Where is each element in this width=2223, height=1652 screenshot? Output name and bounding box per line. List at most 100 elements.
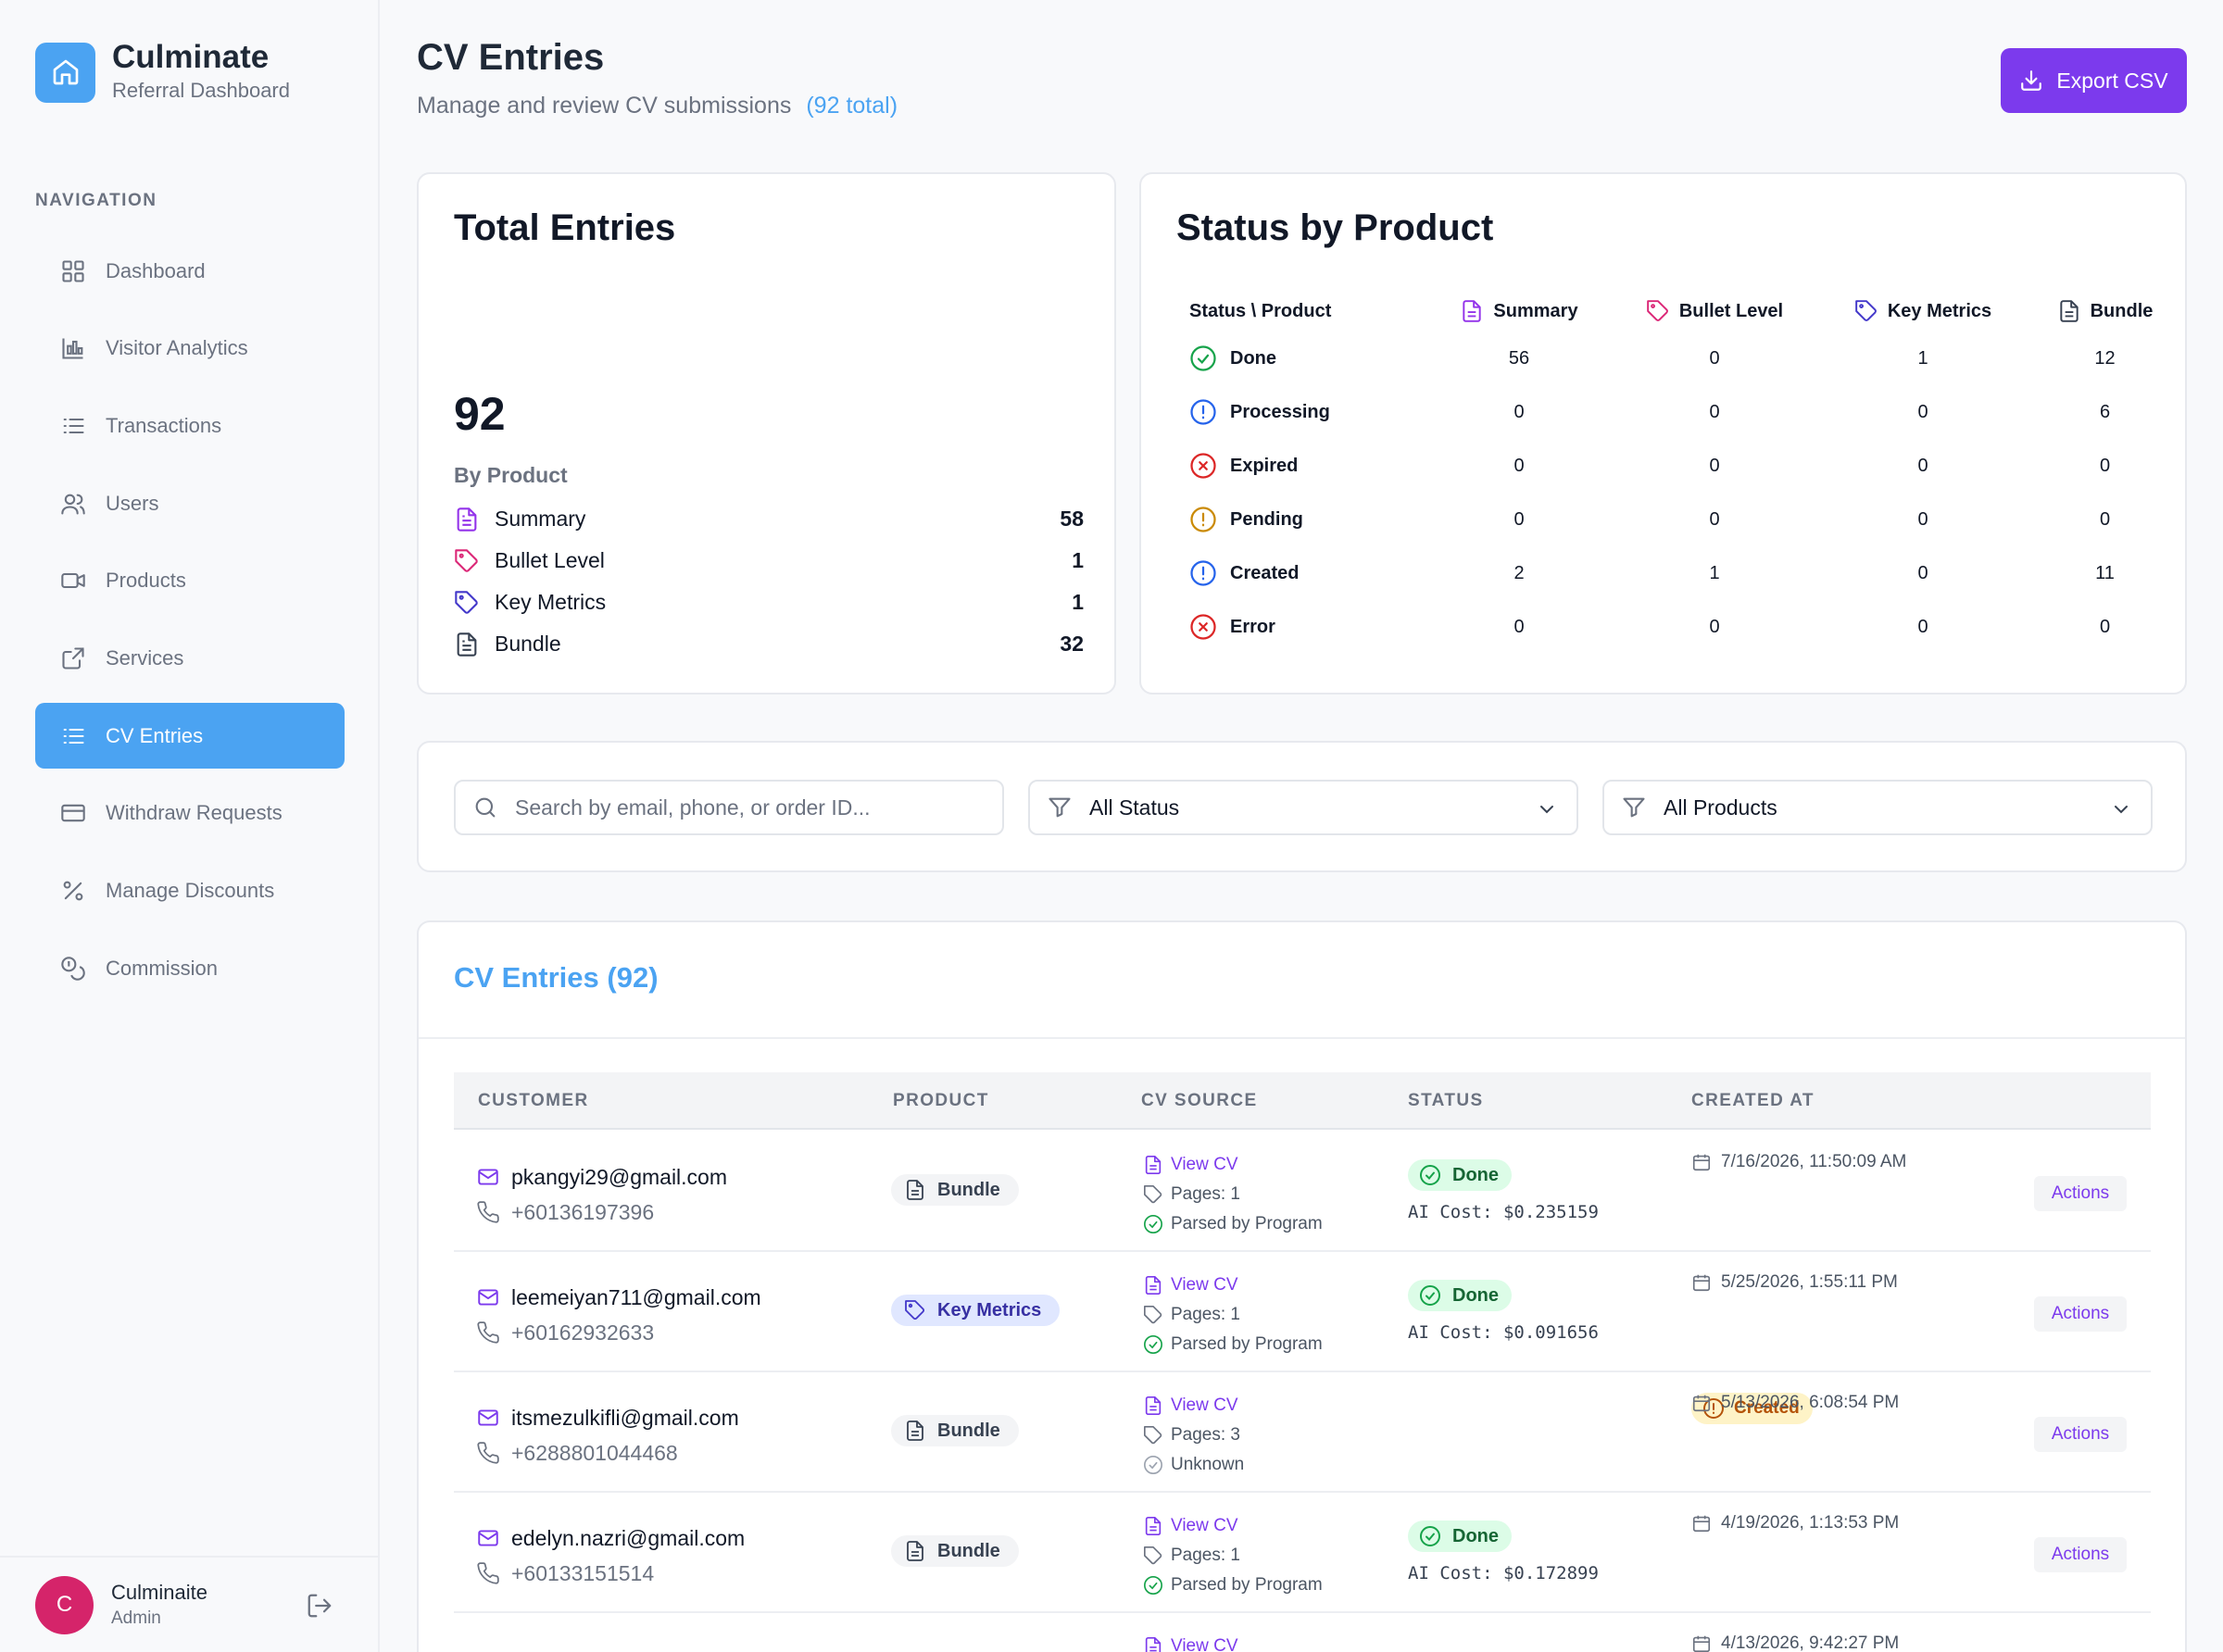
- status-by-product-card: Status by Product Status \ Product Summa…: [1139, 172, 2187, 695]
- alert-circle-icon: [1190, 507, 1216, 532]
- check-circle-icon: [1144, 1456, 1162, 1474]
- product-count: 58: [1060, 507, 1084, 531]
- sidebar-item-withdraw-requests[interactable]: Withdraw Requests: [35, 781, 345, 846]
- brand[interactable]: Culminate Referral Dashboard: [35, 39, 290, 106]
- list-item: Key Metrics 1: [454, 582, 1084, 623]
- check-circle-icon: [1144, 1335, 1162, 1354]
- ai-cost: AI Cost: $0.091656: [1408, 1322, 1599, 1343]
- product-count: 32: [1060, 632, 1084, 656]
- status-badge-label: Done: [1452, 1525, 1499, 1546]
- column-label: Bullet Level: [1678, 300, 1784, 321]
- list-item: Bundle 32: [454, 623, 1084, 665]
- actions-button[interactable]: Actions: [2034, 1537, 2127, 1572]
- actions-button[interactable]: Actions: [2034, 1296, 2127, 1332]
- video-icon: [59, 567, 87, 594]
- status-count: 0: [1513, 455, 1525, 476]
- view-cv-link[interactable]: View CV: [1171, 1636, 1238, 1652]
- table-row: Pending 0 0 0 0: [1189, 493, 2181, 546]
- created-at: 5/13/2026, 6:08:54 PM: [1721, 1393, 1900, 1412]
- sidebar-item-transactions[interactable]: Transactions: [35, 393, 345, 458]
- sidebar-item-dashboard[interactable]: Dashboard: [35, 238, 345, 304]
- product-badge: Bundle: [891, 1415, 1019, 1446]
- view-cv-link[interactable]: View CV: [1171, 1516, 1238, 1535]
- cv-pages: Pages: 3: [1171, 1425, 1240, 1445]
- actions-button[interactable]: Actions: [2034, 1176, 2127, 1211]
- view-cv-link[interactable]: View CV: [1171, 1275, 1238, 1295]
- sidebar-item-label: CV Entries: [106, 723, 204, 747]
- status-count: 0: [2099, 455, 2111, 476]
- check-circle-icon: [1144, 1576, 1162, 1595]
- check-circle-icon: [1144, 1215, 1162, 1233]
- status-label: Created: [1230, 562, 1300, 583]
- status-label: Processing: [1230, 401, 1330, 422]
- product-badge: Bundle: [891, 1535, 1019, 1567]
- user-role: Admin: [111, 1608, 161, 1628]
- created-at: 4/19/2026, 1:13:53 PM: [1721, 1513, 1900, 1533]
- sidebar-item-visitor-analytics[interactable]: Visitor Analytics: [35, 316, 345, 382]
- sidebar-item-label: Manage Discounts: [106, 879, 275, 902]
- status-count: 0: [1709, 616, 1720, 637]
- calendar-icon: [1692, 1515, 1711, 1533]
- file-text-icon: [454, 632, 482, 657]
- status-count: 0: [1917, 562, 1928, 583]
- status-count: 0: [1709, 508, 1720, 530]
- tag-icon: [1144, 1185, 1162, 1204]
- status-badge-label: Created: [1734, 1398, 1800, 1418]
- sidebar-item-manage-discounts[interactable]: Manage Discounts: [35, 858, 345, 924]
- phone-icon: [477, 1562, 499, 1584]
- sidebar-item-cv-entries[interactable]: CV Entries: [35, 703, 345, 770]
- customer-email: pkangyi29@gmail.com: [511, 1164, 728, 1189]
- status-count: 6: [2099, 401, 2111, 422]
- export-csv-button[interactable]: Export CSV: [2001, 48, 2187, 113]
- table-row: Done 56 0 1 12: [1189, 332, 2181, 385]
- sidebar-item-label: Visitor Analytics: [106, 336, 248, 360]
- search-input[interactable]: Search by email, phone, or order ID...: [454, 780, 1004, 835]
- list-item: Bullet Level 1: [454, 540, 1084, 582]
- column-header: Summary: [1426, 291, 1612, 332]
- sidebar-item-label: Withdraw Requests: [106, 801, 283, 825]
- status-count: 1: [1709, 562, 1720, 583]
- status-filter-select[interactable]: All Status: [1028, 780, 1578, 835]
- avatar[interactable]: C: [35, 1575, 94, 1634]
- tag-icon: [1647, 300, 1668, 321]
- percent-icon: [59, 877, 87, 905]
- sidebar-item-commission[interactable]: Commission: [35, 935, 345, 1001]
- sidebar-item-services[interactable]: Services: [35, 625, 345, 691]
- page-subtitle-text: Manage and review CV submissions: [417, 93, 792, 119]
- check-circle-icon: [1420, 1165, 1440, 1185]
- external-link-icon: [59, 645, 87, 672]
- sidebar-item-products[interactable]: Products: [35, 548, 345, 614]
- status-count: 0: [1709, 455, 1720, 476]
- page-subtitle: Manage and review CV submissions (92 tota…: [417, 93, 898, 119]
- card-title: Status by Product: [1176, 207, 1494, 248]
- tag-icon: [454, 548, 482, 574]
- sidebar-item-users[interactable]: Users: [35, 470, 345, 536]
- sidebar-item-label: Users: [106, 491, 159, 515]
- actions-button[interactable]: Actions: [2034, 1417, 2127, 1452]
- download-icon: [2021, 70, 2042, 91]
- alert-circle-icon: [1190, 399, 1216, 425]
- tag-icon: [1144, 1546, 1162, 1565]
- search-icon: [475, 797, 496, 818]
- status-badge: Done: [1408, 1521, 1512, 1552]
- logout-icon[interactable]: [306, 1592, 333, 1620]
- table-row: leemeiyan711@gmail.com +60162932633 Key …: [454, 1252, 2151, 1372]
- calendar-icon: [1692, 1274, 1711, 1292]
- brand-subtitle: Referral Dashboard: [112, 79, 290, 102]
- status-count: 12: [2094, 347, 2116, 369]
- sidebar-item-label: Services: [106, 645, 184, 670]
- view-cv-link[interactable]: View CV: [1171, 1395, 1238, 1415]
- page-title: CV Entries: [417, 37, 605, 78]
- customer-phone: +60162932633: [511, 1320, 655, 1345]
- table-row: Processing 0 0 0 6: [1189, 385, 2181, 439]
- sidebar-item-label: Transactions: [106, 413, 222, 437]
- column-header: Bullet Level: [1612, 291, 1817, 332]
- table-row: Expired 0 0 0 0: [1189, 439, 2181, 493]
- phone-icon: [477, 1321, 499, 1344]
- check-circle-icon: [1190, 345, 1216, 371]
- customer-phone: +60133151514: [511, 1560, 655, 1585]
- view-cv-link[interactable]: View CV: [1171, 1155, 1238, 1174]
- export-csv-label: Export CSV: [2056, 68, 2168, 93]
- product-filter-select[interactable]: All Products: [1602, 780, 2153, 835]
- credit-card-icon: [59, 799, 87, 827]
